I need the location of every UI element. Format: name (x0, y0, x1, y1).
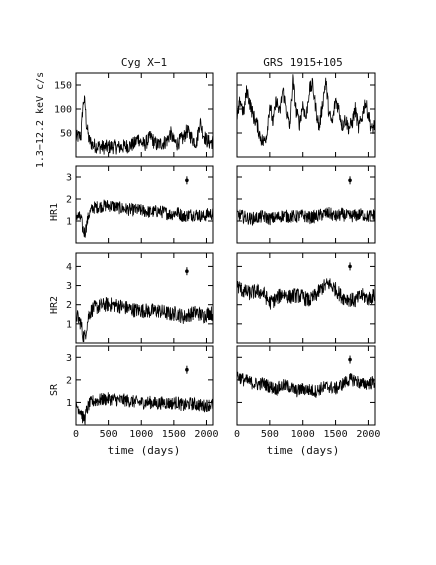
light-curve-c1-p3 (236, 371, 376, 398)
panel-frame-c0-p3 (75, 345, 214, 426)
cyg-x1-title: Cyg X−1 (121, 56, 167, 69)
ylabel-count-rate: 1.3−12.2 keV c/s (35, 72, 46, 168)
ylabel-sr: SR (49, 383, 60, 396)
ytick-label-c0-p0-1: 100 (54, 105, 72, 116)
panel-frame-c1-p0 (236, 72, 376, 158)
light-curve-c0-p0 (75, 95, 214, 155)
ytick-label-c0-p3-0: 1 (66, 398, 72, 409)
ytick-label-c0-p1-0: 1 (66, 217, 72, 228)
panel-frame-c0-p2 (75, 252, 214, 344)
xtick-label-c0-0: 0 (73, 429, 79, 440)
xtick-label-c0-4: 2000 (194, 429, 218, 440)
ytick-label-c0-p3-1: 2 (66, 375, 72, 386)
ytick-label-c0-p3-2: 3 (66, 353, 72, 364)
light-curve-c1-p1 (236, 206, 376, 227)
ytick-label-c0-p2-0: 1 (66, 319, 72, 330)
xtick-label-c1-1: 500 (261, 429, 279, 440)
xtick-label-c1-2: 1000 (291, 429, 315, 440)
xtick-label-c0-1: 500 (100, 429, 118, 440)
light-curve-c0-p2 (75, 296, 214, 343)
plot-area: 50 100 150 1 2 3 1 2 3 4 1 2 3 0 500 1000 1500 2000 0 500 10… (54, 72, 380, 440)
xtick-label-c1-0: 0 (234, 429, 240, 440)
ylabel-hr1: HR1 (49, 203, 60, 221)
ytick-label-c0-p2-1: 2 (66, 300, 72, 311)
panel-frame-c0-p1 (75, 165, 214, 244)
marker-point-c0-p1 (185, 178, 189, 183)
xtick-label-c0-3: 1500 (162, 429, 186, 440)
marker-point-c1-p2 (348, 264, 352, 269)
ytick-label-c0-p1-1: 2 (66, 195, 72, 206)
ytick-label-c0-p0-0: 50 (60, 129, 72, 140)
ytick-label-c0-p0-2: 150 (54, 81, 72, 92)
ytick-label-c0-p1-2: 3 (66, 173, 72, 184)
marker-point-c1-p3 (348, 357, 352, 362)
xlabel-right: time (days) (267, 444, 340, 457)
xtick-label-c1-3: 1500 (324, 429, 348, 440)
ylabel-hr2: HR2 (49, 296, 60, 314)
xlabel-left: time (days) (108, 444, 181, 457)
ytick-label-c0-p2-2: 3 (66, 281, 72, 292)
marker-point-c0-p2 (185, 269, 189, 273)
light-curve-c1-p2 (236, 278, 376, 310)
panel-frame-c0-p0 (75, 72, 214, 158)
panel-frame-c1-p1 (236, 165, 376, 244)
marker-point-c0-p3 (185, 367, 189, 372)
xtick-label-c1-4: 2000 (356, 429, 380, 440)
light-curve-c1-p0 (236, 74, 376, 147)
ytick-label-c0-p2-3: 4 (66, 262, 72, 273)
panel-frame-c1-p3 (236, 345, 376, 426)
grs1915-title: GRS 1915+105 (263, 56, 342, 69)
light-curve-c0-p3 (75, 392, 214, 425)
marker-point-c1-p1 (348, 178, 352, 183)
light-curve-c0-p1 (75, 199, 214, 238)
xtick-label-c0-2: 1000 (129, 429, 153, 440)
